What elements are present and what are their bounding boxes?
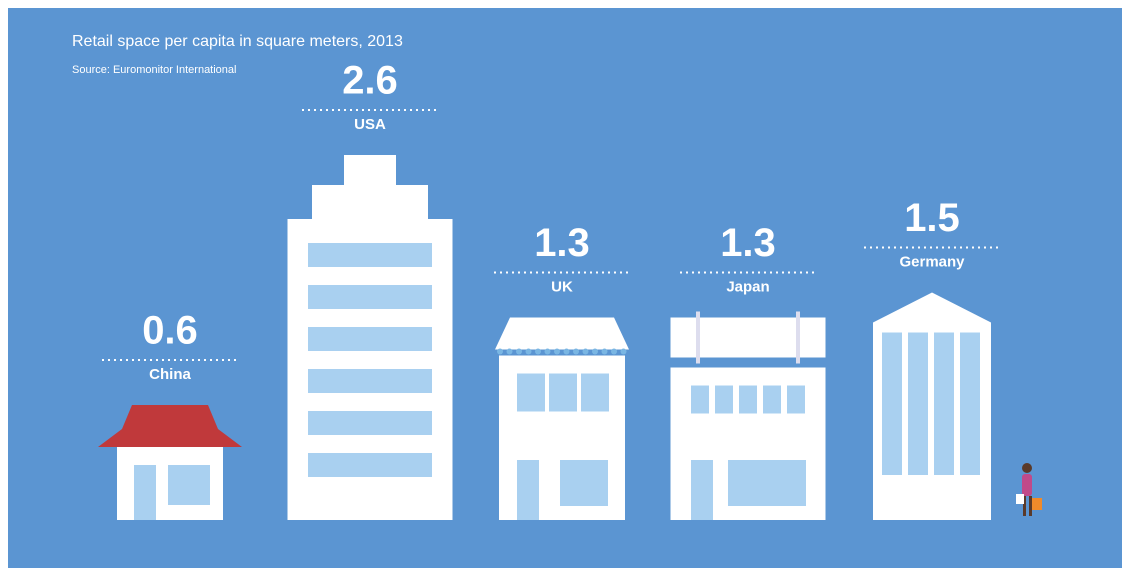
sign-post <box>696 311 700 364</box>
value-label: 0.6 <box>142 309 198 353</box>
window <box>960 332 980 475</box>
awning-scallop <box>516 348 522 355</box>
door <box>691 460 713 520</box>
awning-scallop <box>525 348 532 355</box>
window <box>560 460 608 506</box>
value-label: 1.3 <box>534 221 590 265</box>
window <box>308 285 432 309</box>
awning-scallop <box>573 348 579 355</box>
building <box>98 405 242 520</box>
building <box>873 292 991 520</box>
window <box>517 373 545 412</box>
door <box>134 465 156 520</box>
window <box>728 460 806 506</box>
awning-scallop <box>497 348 503 355</box>
shopper-icon <box>1016 463 1042 516</box>
window <box>308 243 432 267</box>
value-label: 2.6 <box>342 59 398 103</box>
value-label: 1.5 <box>904 196 960 240</box>
awning <box>495 317 629 350</box>
door <box>517 460 539 520</box>
sign <box>670 317 826 358</box>
window <box>908 332 928 475</box>
category-label: Japan <box>726 278 769 295</box>
awning-scallop <box>601 348 608 355</box>
awning-scallop <box>620 348 627 355</box>
tower-top <box>344 155 396 185</box>
window <box>882 332 902 475</box>
pediment <box>873 292 991 323</box>
source: Source: Euromonitor International <box>72 64 236 76</box>
awning-scallop <box>535 348 541 355</box>
category-label: UK <box>551 278 573 295</box>
tower-mid <box>312 185 428 219</box>
building <box>495 317 629 520</box>
window <box>308 327 432 351</box>
window <box>763 385 781 414</box>
awning-scallop <box>544 348 551 355</box>
category-label: USA <box>354 116 386 133</box>
category-label: Germany <box>899 253 965 270</box>
window <box>715 385 733 414</box>
sign-post <box>796 311 800 364</box>
chart-title: Retail space per capita in square meters… <box>72 33 403 50</box>
window <box>549 373 577 412</box>
window <box>787 385 805 414</box>
window <box>691 385 709 414</box>
building <box>287 155 453 520</box>
window <box>168 465 210 505</box>
window <box>308 411 432 435</box>
building <box>670 311 826 520</box>
window <box>934 332 954 475</box>
window <box>581 373 609 412</box>
awning-scallop <box>554 348 560 355</box>
category-label: China <box>149 366 191 383</box>
value-label: 1.3 <box>720 221 776 265</box>
window <box>308 369 432 393</box>
window <box>308 453 432 477</box>
awning-scallop <box>582 348 589 355</box>
awning-scallop <box>563 348 570 355</box>
awning-scallop <box>592 348 598 355</box>
awning-scallop <box>611 348 617 355</box>
roof <box>98 405 242 447</box>
awning-scallop <box>506 348 513 355</box>
window <box>739 385 757 414</box>
